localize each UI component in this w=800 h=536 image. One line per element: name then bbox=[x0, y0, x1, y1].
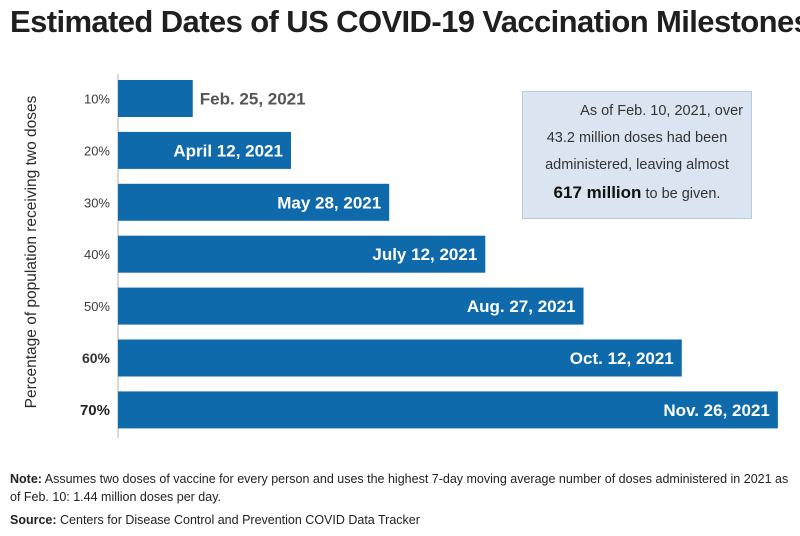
callout-line-3: administered, leaving almost bbox=[545, 157, 729, 173]
bar-data-label: Nov. 26, 2021 bbox=[663, 401, 769, 420]
bar bbox=[118, 287, 584, 325]
callout-line-1: As of Feb. 10, 2021, over bbox=[580, 103, 743, 119]
bar-data-label: May 28, 2021 bbox=[277, 193, 381, 212]
bars-group: 10% Feb. 25, 2021 20% April 12, 2021 30% May … bbox=[80, 80, 778, 429]
note-text: Assumes two doses of vaccine for every p… bbox=[10, 472, 789, 504]
source: Source: Centers for Disease Control and … bbox=[10, 513, 420, 527]
bar-chart: Percentage of population receiving two d… bbox=[23, 74, 778, 438]
y-tick-label: 40% bbox=[84, 247, 110, 262]
source-text: Centers for Disease Control and Preventi… bbox=[60, 513, 420, 527]
callout-highlight: 617 million bbox=[553, 183, 642, 202]
callout-line-4: 617 million to be given. bbox=[523, 179, 751, 208]
y-tick-label: 10% bbox=[84, 92, 110, 107]
bar bbox=[118, 339, 682, 377]
y-axis-label: Percentage of population receiving two d… bbox=[23, 95, 40, 408]
source-label: Source: bbox=[10, 513, 57, 527]
bar-data-label: April 12, 2021 bbox=[173, 141, 283, 160]
callout-line-2: 43.2 million doses had been bbox=[546, 130, 728, 146]
note: Note: Assumes two doses of vaccine for e… bbox=[10, 470, 790, 506]
y-tick-label: 70% bbox=[80, 402, 110, 419]
bar-data-label: Oct. 12, 2021 bbox=[570, 349, 674, 368]
bar-data-label: Feb. 25, 2021 bbox=[200, 90, 306, 109]
bar bbox=[118, 183, 390, 221]
callout-line-4-rest: to be given. bbox=[645, 186, 721, 202]
bar bbox=[118, 80, 193, 117]
y-tick-label: 50% bbox=[84, 299, 110, 314]
note-label: Note: bbox=[10, 472, 42, 486]
y-tick-label: 20% bbox=[84, 143, 110, 158]
bar bbox=[118, 391, 778, 429]
y-tick-label: 30% bbox=[84, 195, 110, 210]
y-tick-label: 60% bbox=[82, 350, 111, 366]
bar bbox=[118, 235, 486, 273]
bar-data-label: July 12, 2021 bbox=[372, 245, 477, 264]
bar-data-label: Aug. 27, 2021 bbox=[467, 297, 576, 316]
callout-box: As of Feb. 10, 2021, over 43.2 million d… bbox=[522, 91, 752, 219]
bar bbox=[118, 131, 291, 169]
chart-title: Estimated Dates of US COVID-19 Vaccinati… bbox=[10, 4, 800, 39]
